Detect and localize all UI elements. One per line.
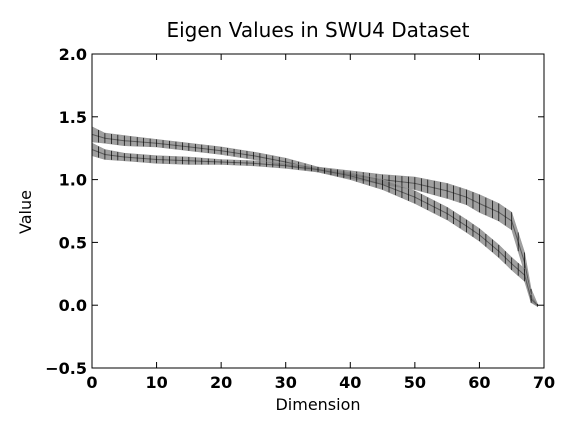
x-tick-label: 10 [145, 373, 167, 392]
x-axis-label: Dimension [275, 395, 360, 414]
chart-title: Eigen Values in SWU4 Dataset [166, 18, 469, 42]
series-2-line [91, 149, 538, 306]
y-tick-label: 1.5 [59, 108, 87, 127]
x-tick-label: 40 [339, 373, 361, 392]
y-tick-label: 1.0 [59, 171, 87, 190]
series-2-band [91, 142, 538, 308]
x-tick-label: 50 [404, 373, 426, 392]
series-1-band [91, 126, 538, 308]
y-tick-label: 0.0 [59, 296, 87, 315]
x-tick-label: 70 [533, 373, 555, 392]
plot-frame [91, 53, 545, 369]
y-tick-label: −0.5 [45, 359, 87, 378]
x-tick-label: 30 [275, 373, 297, 392]
y-tick-label: 0.5 [59, 233, 87, 252]
y-tick-label: 2.0 [59, 45, 87, 64]
x-tick-label: 0 [86, 373, 97, 392]
x-tick-label: 20 [210, 373, 232, 392]
y-axis-label: Value [16, 190, 35, 234]
plot-area [91, 126, 538, 308]
axis-ticks: 0 10 20 30 40 50 60 70 2.0 1.5 1.0 0.5 0.0 −0.5 [45, 45, 555, 392]
x-tick-label: 60 [468, 373, 490, 392]
